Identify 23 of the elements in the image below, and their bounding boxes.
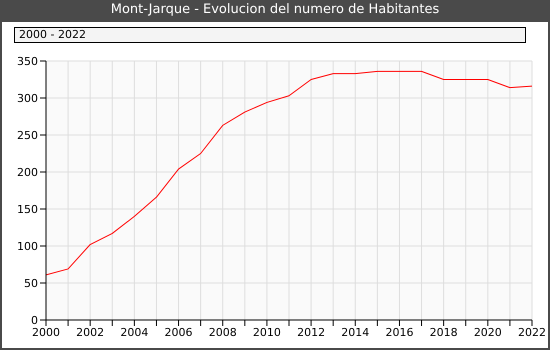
x-tick-label: 2022	[518, 326, 546, 339]
y-tick-label: 150	[17, 202, 38, 216]
x-tick-label: 2010	[252, 326, 281, 339]
x-tick-label: 2014	[341, 326, 370, 339]
y-tick-label: 350	[17, 54, 38, 68]
x-tick-label: 2016	[385, 326, 414, 339]
chart-subtitle: 2000 - 2022	[14, 27, 526, 43]
x-tick-label: 2012	[297, 326, 326, 339]
x-tick-label: 2006	[164, 326, 193, 339]
y-tick-label: 200	[17, 166, 38, 179]
y-tick-label: 300	[17, 92, 38, 105]
x-tick-label: 2008	[208, 326, 237, 339]
x-tick-label: 2004	[120, 326, 148, 339]
x-tick-label: 2018	[430, 326, 458, 339]
x-tick-label: 2000	[32, 326, 60, 339]
x-tick-label: 2002	[76, 326, 104, 339]
y-tick-label: 0	[31, 314, 38, 327]
chart-title: Mont-Jarque - Evolucion del numero de Habitantes	[110, 2, 440, 17]
y-tick-label: 100	[17, 240, 38, 253]
x-tick-label: 2020	[474, 326, 502, 339]
line-series	[46, 70, 532, 276]
y-tick-label: 250	[17, 128, 38, 142]
y-tick-label: 50	[24, 276, 38, 290]
